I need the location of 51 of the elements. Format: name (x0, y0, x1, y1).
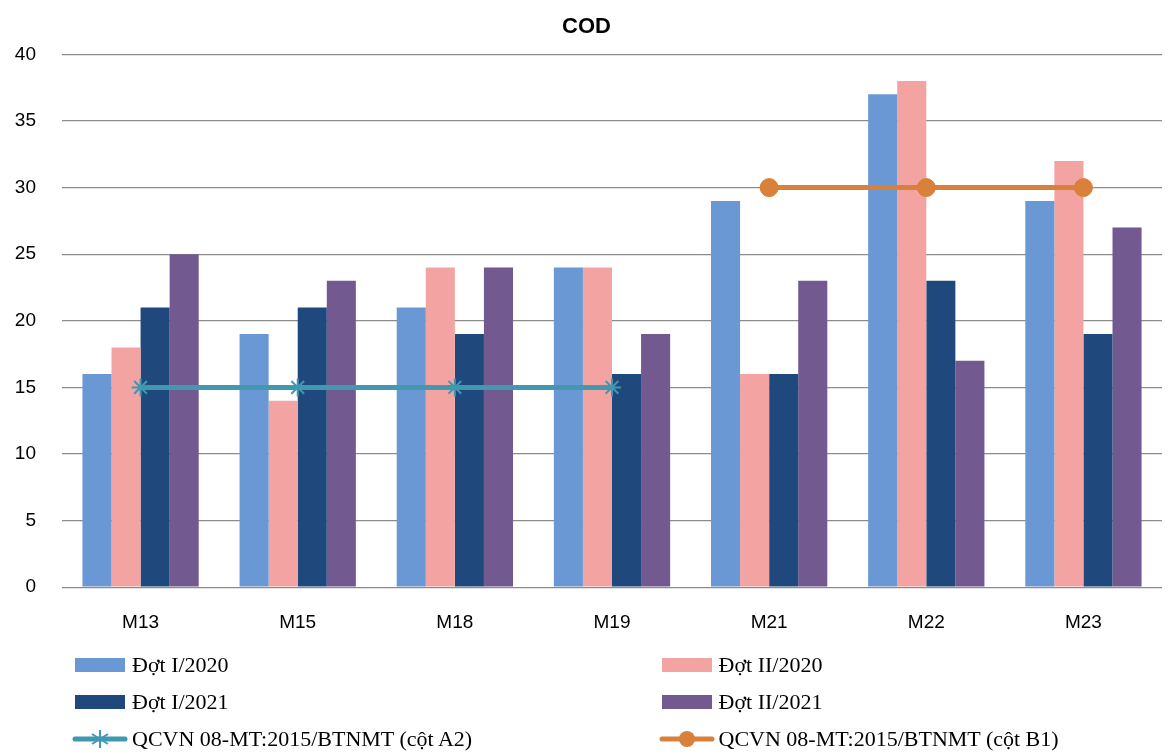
y-tick-label: 40 (14, 42, 36, 64)
legend-label: Đợt I/2020 (132, 652, 229, 678)
bar (169, 254, 199, 587)
x-tick-label: M21 (750, 610, 788, 632)
bar (140, 307, 170, 587)
y-tick-label: 35 (14, 109, 36, 131)
x-tick-label: M22 (907, 610, 945, 632)
bar (740, 374, 770, 587)
legend-label: Đợt I/2021 (132, 689, 229, 715)
y-tick-label: 30 (14, 175, 36, 197)
bar (641, 334, 671, 587)
bar (553, 267, 583, 587)
bar (769, 374, 799, 587)
bar (454, 334, 484, 587)
legend-label: QCVN 08-MT:2015/BTNMT (cột B1) (718, 726, 1059, 752)
bar (1025, 200, 1055, 587)
bar (612, 374, 642, 587)
legend-label: QCVN 08-MT:2015/BTNMT (cột A2) (132, 726, 473, 752)
bar (798, 280, 828, 587)
y-tick-label: 15 (14, 375, 36, 397)
x-tick-label: M19 (593, 610, 631, 632)
y-tick-label: 25 (14, 242, 36, 264)
bar (897, 81, 927, 587)
bar (1112, 227, 1142, 587)
x-tick-label: M18 (436, 610, 474, 632)
y-tick-label: 20 (14, 309, 36, 331)
bar (239, 334, 269, 587)
x-tick-label: M15 (279, 610, 317, 632)
bar (868, 94, 898, 587)
bar (326, 280, 356, 587)
y-tick-label: 0 (25, 575, 36, 597)
legend-label: Đợt II/2020 (718, 652, 823, 678)
bar (926, 280, 956, 587)
y-tick-label: 5 (25, 508, 36, 530)
y-tick-label: 10 (14, 442, 36, 464)
bar (582, 267, 612, 587)
bar (955, 360, 985, 587)
bar (483, 267, 513, 587)
bar (711, 200, 741, 587)
bar (1083, 334, 1113, 587)
chart-title: COD (562, 13, 611, 39)
bar (268, 400, 298, 587)
legend-label: Đợt II/2021 (718, 689, 823, 715)
bar (396, 307, 426, 587)
bar (425, 267, 455, 587)
x-tick-label: M23 (1064, 610, 1102, 632)
bar (111, 347, 141, 587)
x-tick-label: M13 (122, 610, 160, 632)
bar (82, 374, 112, 587)
bar (1054, 160, 1084, 587)
bar (297, 307, 327, 587)
